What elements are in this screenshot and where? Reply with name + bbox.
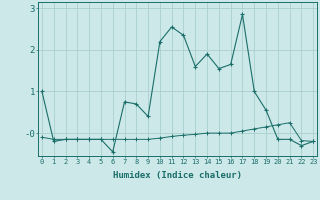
X-axis label: Humidex (Indice chaleur): Humidex (Indice chaleur)	[113, 171, 242, 180]
